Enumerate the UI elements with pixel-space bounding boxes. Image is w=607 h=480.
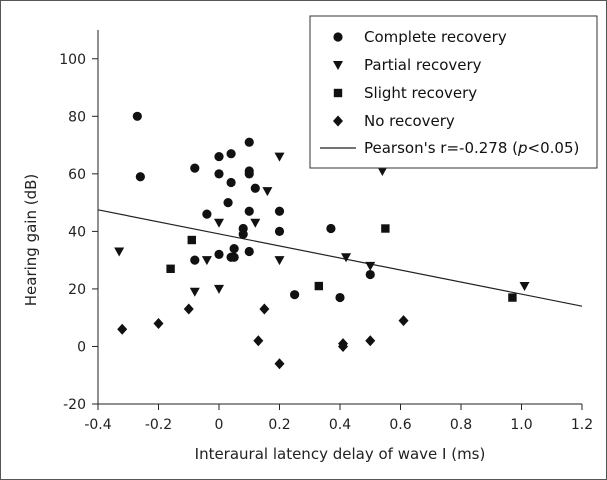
data-points	[114, 111, 530, 370]
point-partial-recovery	[250, 218, 261, 228]
point-complete-recovery	[223, 198, 233, 208]
legend-marker-complete-recovery	[333, 32, 343, 42]
y-tick-label: 100	[59, 52, 86, 68]
x-tick-label: 0.8	[450, 417, 472, 433]
x-tick-label: 1.0	[510, 417, 532, 433]
point-no-recovery	[117, 323, 128, 335]
point-complete-recovery	[190, 255, 200, 265]
point-complete-recovery	[214, 151, 224, 162]
point-partial-recovery	[262, 187, 273, 197]
point-complete-recovery	[229, 252, 239, 262]
point-complete-recovery	[244, 246, 254, 257]
point-partial-recovery	[189, 287, 200, 297]
point-partial-recovery	[274, 152, 285, 162]
legend-label-complete-recovery: Complete recovery	[364, 28, 507, 46]
point-complete-recovery	[244, 206, 254, 216]
x-tick-label: 0.2	[268, 417, 290, 433]
point-partial-recovery	[274, 256, 285, 266]
point-slight-recovery	[508, 293, 517, 302]
point-partial-recovery	[519, 282, 530, 292]
point-no-recovery	[365, 335, 376, 347]
point-slight-recovery	[166, 264, 175, 273]
ticks: -0.4 -0.2 0 0.2 0.4 0.6 0.8 1.0 1.2 -20 0 20 40 60 80 1…	[59, 52, 593, 433]
x-axis-label: Interaural latency delay of wave I (ms)	[195, 445, 486, 463]
point-partial-recovery	[114, 247, 125, 257]
legend-fit-label-prefix: Pearson's r=-0.278 (	[364, 139, 518, 157]
point-complete-recovery	[326, 223, 336, 234]
point-no-recovery	[259, 303, 270, 315]
legend-box	[309, 15, 598, 169]
point-complete-recovery	[135, 172, 145, 182]
legend-label-slight-recovery: Slight recovery	[364, 84, 477, 102]
point-complete-recovery	[132, 111, 142, 121]
point-no-recovery	[153, 317, 164, 329]
y-axis-label: Hearing gain (dB)	[22, 174, 40, 307]
point-complete-recovery	[202, 209, 212, 219]
y-tick-label: 20	[68, 282, 86, 298]
point-partial-recovery	[341, 253, 352, 263]
x-tick-label: 1.2	[571, 417, 593, 433]
point-complete-recovery	[335, 292, 345, 303]
legend-fit-label-suffix: <0.05)	[528, 139, 580, 157]
point-no-recovery	[183, 303, 194, 315]
point-complete-recovery	[244, 169, 254, 179]
point-no-recovery	[274, 358, 285, 370]
legend-marker-slight-recovery	[333, 88, 343, 98]
point-slight-recovery	[314, 281, 324, 291]
point-complete-recovery	[250, 183, 260, 193]
legend-label-no-recovery: No recovery	[364, 112, 455, 130]
point-complete-recovery	[226, 149, 236, 159]
point-complete-recovery	[238, 229, 248, 239]
point-partial-recovery	[365, 261, 376, 271]
point-complete-recovery	[214, 169, 224, 179]
point-partial-recovery	[377, 166, 388, 176]
y-tick-label: -20	[63, 397, 86, 413]
x-tick-label: 0	[215, 417, 224, 433]
point-complete-recovery	[214, 249, 224, 259]
point-partial-recovery	[214, 218, 224, 228]
legend-fit-label: Pearson's r=-0.278 (p<0.05)	[364, 139, 579, 157]
point-complete-recovery	[244, 137, 254, 147]
x-tick-label: 0.4	[329, 417, 351, 433]
point-no-recovery	[398, 315, 409, 327]
point-no-recovery	[338, 340, 349, 352]
x-tick-label: 0.6	[389, 417, 411, 433]
legend-marker-no-recovery	[333, 115, 343, 127]
point-partial-recovery	[201, 256, 212, 266]
point-complete-recovery	[290, 290, 300, 300]
x-tick-label: -0.2	[145, 417, 172, 433]
y-tick-label: 0	[77, 339, 86, 355]
point-slight-recovery	[381, 224, 390, 233]
point-complete-recovery	[229, 244, 239, 254]
x-tick-label: -0.4	[84, 417, 111, 433]
legend-fit-label-p: p	[517, 139, 528, 157]
y-tick-label: 60	[68, 167, 86, 183]
regression-line	[97, 209, 583, 307]
point-no-recovery	[253, 335, 264, 347]
point-complete-recovery	[190, 163, 200, 173]
y-tick-label: 80	[68, 109, 86, 125]
point-slight-recovery	[187, 235, 196, 245]
legend-label-partial-recovery: Partial recovery	[364, 56, 482, 74]
legend: Complete recovery Partial recovery Slight …	[309, 15, 598, 169]
point-complete-recovery	[274, 226, 285, 236]
legend-marker-partial-recovery	[333, 61, 343, 70]
point-complete-recovery	[365, 269, 375, 280]
y-tick-label: 40	[68, 224, 86, 240]
point-partial-recovery	[214, 284, 224, 294]
point-complete-recovery	[226, 177, 236, 188]
point-complete-recovery	[274, 206, 285, 216]
